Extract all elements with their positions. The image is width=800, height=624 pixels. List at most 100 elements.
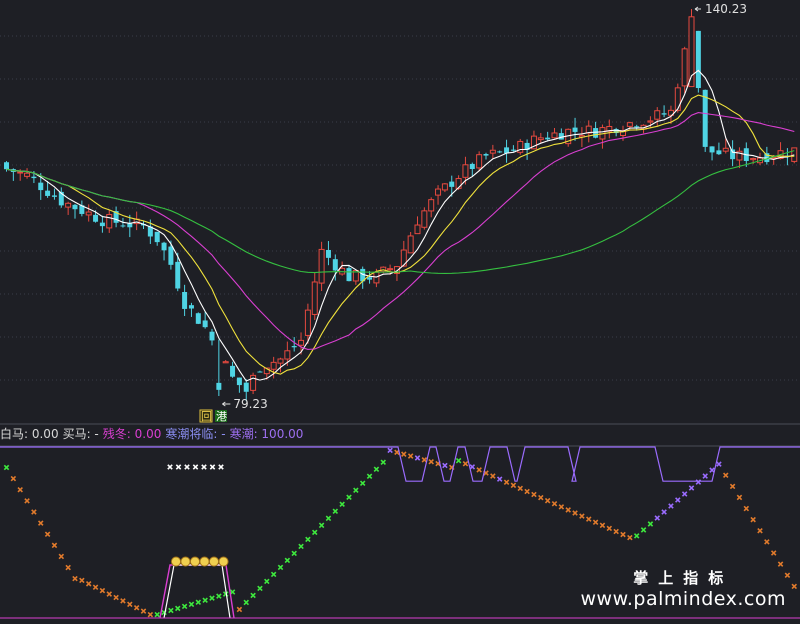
candle-up [722, 147, 729, 152]
indicator-point [490, 473, 496, 479]
indicator-point [579, 513, 585, 519]
candle-up [263, 367, 270, 375]
indicator-point [3, 464, 10, 471]
indicator-point [168, 607, 174, 614]
indicator-point [729, 483, 736, 490]
indicator-point [216, 593, 222, 599]
indicator-point [709, 467, 715, 473]
candle-up [667, 109, 674, 116]
candle-up [304, 309, 311, 336]
candle-up [537, 137, 544, 141]
candle-up [277, 358, 284, 364]
indicator-point [79, 577, 85, 584]
indicator-point [517, 485, 524, 492]
candle-down [524, 142, 530, 150]
candle-up [407, 235, 414, 254]
indicator-point [31, 509, 37, 515]
indicator-point [469, 464, 476, 470]
indicator-point [65, 564, 71, 571]
indicator-point [592, 519, 599, 526]
indicator-point [695, 479, 702, 485]
indicator-point [627, 534, 633, 541]
tag-box [199, 409, 213, 423]
candle-up [530, 135, 537, 150]
indicator-point [736, 494, 743, 501]
candle-up [736, 150, 743, 161]
indicator-point [496, 476, 503, 482]
candle-down [168, 246, 174, 265]
indicator-point [702, 473, 708, 479]
candle-up [352, 270, 359, 282]
indicator-point [325, 515, 332, 522]
candle-up [17, 171, 24, 174]
candle-up [421, 210, 428, 228]
coin-marker [170, 556, 182, 567]
tag-box [215, 410, 227, 422]
indicator-point [620, 531, 626, 538]
indicator-point [722, 472, 729, 478]
watermark: 掌上指标 www.palmindex.com [580, 567, 786, 610]
candle-up [318, 248, 325, 284]
candle-down [497, 151, 503, 153]
indicator-point [305, 536, 311, 543]
indicator-point [346, 494, 352, 501]
indicator-point [764, 539, 770, 545]
candle-down [195, 313, 201, 324]
price-panel[interactable]: 140.23 79.23 回港 [4, 2, 798, 423]
candle-down [79, 205, 85, 214]
legend-item: 寒潮: 100.00 [229, 427, 304, 441]
indicator-point [633, 533, 640, 539]
indicator-point [92, 584, 99, 590]
coin-marker [199, 556, 210, 567]
high-arrow [694, 6, 701, 12]
candle-up [373, 271, 380, 284]
candle-down [325, 249, 331, 258]
top-marker [192, 464, 199, 470]
candle-up [654, 110, 661, 120]
legend-item: 寒潮将临: - [165, 427, 226, 441]
indicator-point [688, 485, 695, 491]
candle-down [634, 126, 640, 128]
cold-wave-line [0, 446, 800, 482]
indicator-point [407, 453, 414, 459]
indicator-point [127, 601, 133, 608]
top-marker [218, 464, 224, 470]
candle-down [764, 153, 770, 163]
candle-down [99, 222, 105, 227]
watermark-cn: 掌上指标 [633, 569, 734, 587]
indicator-point [613, 528, 619, 535]
candle-down [188, 305, 194, 309]
indicator-point [462, 460, 469, 467]
legend-item: 买马: - [62, 427, 99, 441]
indicator-point [387, 447, 393, 454]
coin-marker [189, 556, 201, 567]
indicator-point [188, 601, 195, 608]
indicator-point [113, 594, 119, 601]
indicator-point [668, 503, 674, 509]
candle-up [387, 268, 394, 271]
ma10-line [6, 94, 795, 375]
candle-up [489, 149, 496, 154]
indicator-point [359, 480, 366, 487]
candle-down [31, 176, 37, 179]
indicator-point [250, 592, 256, 599]
candle-up [414, 224, 421, 235]
indicator-point [140, 608, 147, 614]
candle-down [661, 113, 667, 115]
candle-up [688, 16, 695, 88]
indicator-point [455, 457, 462, 464]
indicator-point [750, 516, 756, 523]
candle-down [202, 320, 208, 328]
indicator-point [209, 595, 215, 601]
candle-up [435, 188, 442, 196]
indicator-panel[interactable] [0, 446, 800, 619]
candle-down [360, 268, 366, 282]
candle-down [230, 365, 236, 377]
indicator-point [106, 591, 113, 597]
indicator-point [572, 510, 578, 516]
top-marker [167, 464, 173, 470]
indicator-point [264, 578, 270, 585]
indicator-point [236, 606, 243, 613]
candle-down [613, 129, 619, 134]
